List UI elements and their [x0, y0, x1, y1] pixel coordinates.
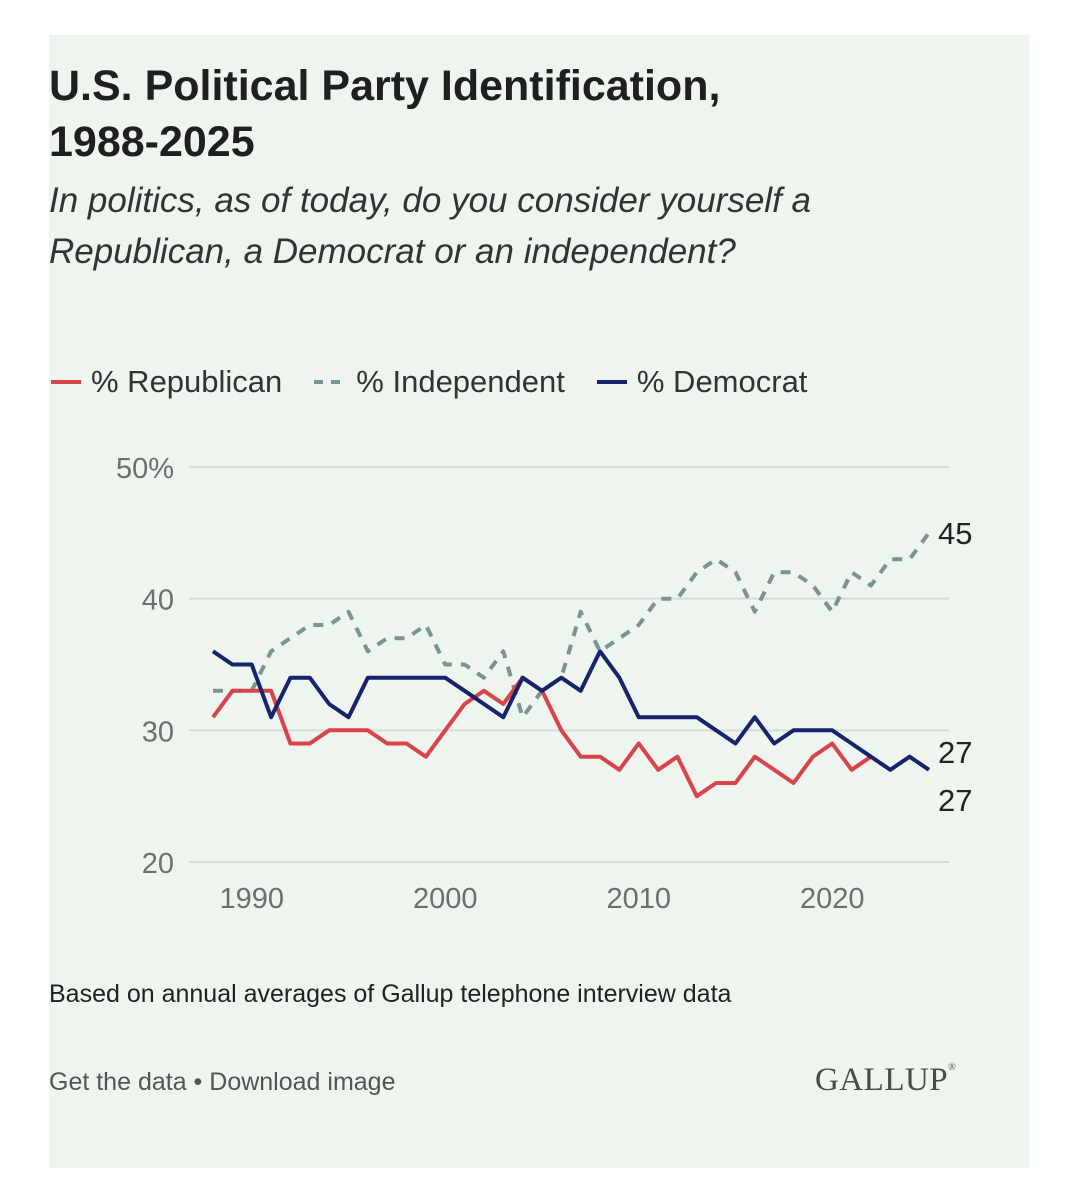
legend-label-independent: % Independent: [356, 364, 565, 399]
legend-swatch-republican: [51, 380, 81, 384]
footer-links: Get the data • Download image: [49, 1068, 395, 1097]
legend-swatch-democrat: [596, 380, 627, 384]
legend-label-democrat: % Democrat: [636, 364, 808, 399]
source-note: Based on annual averages of Gallup telep…: [49, 980, 732, 1008]
series-line-republican: [211, 675, 873, 799]
registered-mark: ®: [948, 1062, 957, 1073]
x-tick-label-2000: 2000: [413, 883, 478, 915]
y-tick-label-50: 50%: [116, 453, 174, 485]
end-label-independent: 45: [938, 516, 972, 551]
chart-title-line2: 1988-2025: [49, 118, 255, 166]
chart-title-line1: U.S. Political Party Identification,: [49, 62, 721, 110]
series-line-democrat: [211, 649, 931, 772]
legend-item-democrat: % Democrat: [595, 364, 808, 400]
y-tick-label-20: 20: [142, 848, 174, 880]
link-separator: •: [186, 1068, 210, 1096]
series-line-independent: [213, 531, 931, 720]
end-label-republican: 27: [938, 735, 972, 770]
legend-item-independent: % Independent: [312, 364, 565, 400]
chart-subtitle-line2: Republican, a Democrat or an independent…: [49, 232, 736, 271]
gallup-logo-text: GALLUP: [815, 1062, 949, 1098]
gallup-logo: GALLUP®: [815, 1062, 956, 1099]
x-tick-label-2020: 2020: [800, 883, 865, 915]
chart-subtitle-line1: In politics, as of today, do you conside…: [49, 181, 811, 220]
chart-card: [49, 35, 1029, 1168]
line-chart: 50% 40 30 20 1990 2000 2010 2020 45 27 27: [116, 453, 973, 915]
x-tick-label-1990: 1990: [219, 883, 284, 915]
y-tick-label-30: 30: [142, 716, 174, 748]
end-label-democrat: 27: [938, 783, 972, 818]
chart-legend: % Republican % Independent % Democrat: [49, 362, 837, 402]
download-image-link[interactable]: Download image: [209, 1068, 396, 1096]
y-tick-label-40: 40: [142, 585, 174, 617]
chart-title: U.S. Political Party Identification, 198…: [49, 58, 929, 170]
legend-label-republican: % Republican: [91, 364, 283, 399]
x-tick-label-2010: 2010: [606, 883, 671, 915]
chart-subtitle: In politics, as of today, do you conside…: [49, 175, 949, 277]
legend-item-republican: % Republican: [49, 364, 282, 400]
get-data-link[interactable]: Get the data: [49, 1068, 187, 1096]
legend-swatch-independent: [314, 380, 347, 384]
